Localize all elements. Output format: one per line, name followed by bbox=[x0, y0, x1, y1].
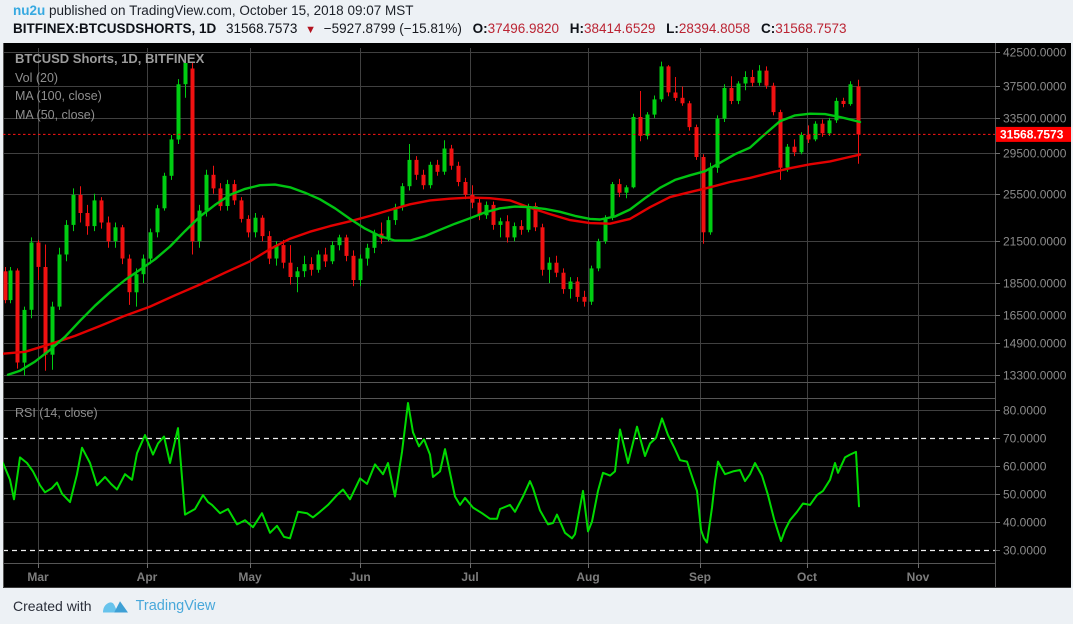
svg-text:80.0000: 80.0000 bbox=[1003, 404, 1047, 418]
high-value: 38414.6529 bbox=[584, 21, 656, 36]
symbol-title: BITFINEX:BTCUSDSHORTS, 1D bbox=[13, 21, 217, 36]
high-label: H: bbox=[569, 21, 585, 36]
published-line: nu2u published on TradingView.com, Octob… bbox=[13, 3, 413, 18]
chart-canvas[interactable]: 31568.7573 42500.0000 37500.0000 33500.0000… bbox=[3, 43, 1071, 588]
tradingview-logo-icon bbox=[102, 598, 129, 615]
svg-text:Jun: Jun bbox=[349, 570, 370, 584]
last-price-value: 31568.7573 bbox=[226, 21, 298, 36]
price-axis[interactable]: 42500.0000 37500.0000 33500.0000 29500.0000… bbox=[995, 46, 1067, 558]
low-label: L: bbox=[666, 21, 679, 36]
symbol-line: BITFINEX:BTCUSDSHORTS, 1D 31568.7573 ▼ −… bbox=[13, 21, 847, 36]
grid-lines bbox=[3, 48, 995, 563]
created-with-text: Created with bbox=[13, 598, 92, 614]
open-label: O: bbox=[472, 21, 488, 36]
svg-text:29500.0000: 29500.0000 bbox=[1003, 147, 1067, 161]
svg-text:Nov: Nov bbox=[907, 570, 930, 584]
chart-area[interactable]: 31568.7573 42500.0000 37500.0000 33500.0000… bbox=[3, 43, 1071, 588]
svg-text:16500.0000: 16500.0000 bbox=[1003, 309, 1067, 323]
author-link[interactable]: nu2u bbox=[13, 3, 46, 18]
close-value: 31568.7573 bbox=[775, 21, 847, 36]
svg-text:Jul: Jul bbox=[461, 570, 478, 584]
svg-text:18500.0000: 18500.0000 bbox=[1003, 277, 1067, 291]
svg-text:25500.0000: 25500.0000 bbox=[1003, 188, 1067, 202]
svg-text:60.0000: 60.0000 bbox=[1003, 460, 1047, 474]
ma-50-line bbox=[6, 112, 862, 376]
svg-text:30.0000: 30.0000 bbox=[1003, 544, 1047, 558]
svg-text:13300.0000: 13300.0000 bbox=[1003, 369, 1067, 383]
last-price-marker: 31568.7573 bbox=[3, 126, 1071, 142]
time-axis[interactable]: Mar Apr May Jun Jul Aug Sep Oct Nov bbox=[27, 563, 930, 584]
footer: Created with TradingView bbox=[0, 588, 1073, 624]
svg-text:14900.0000: 14900.0000 bbox=[1003, 337, 1067, 351]
tradingview-link[interactable]: TradingView bbox=[135, 598, 216, 614]
svg-text:Sep: Sep bbox=[689, 570, 711, 584]
svg-text:31568.7573: 31568.7573 bbox=[1000, 128, 1064, 142]
low-value: 28394.8058 bbox=[678, 21, 751, 36]
change-text: −5927.8799 (−15.81%) bbox=[323, 21, 462, 36]
svg-text:Mar: Mar bbox=[27, 570, 49, 584]
svg-text:70.0000: 70.0000 bbox=[1003, 432, 1047, 446]
svg-text:33500.0000: 33500.0000 bbox=[1003, 112, 1067, 126]
snapshot-header: nu2u published on TradingView.com, Octob… bbox=[0, 0, 1073, 43]
down-triangle-icon: ▼ bbox=[305, 24, 317, 36]
svg-text:40.0000: 40.0000 bbox=[1003, 516, 1047, 530]
svg-text:Oct: Oct bbox=[797, 570, 817, 584]
ma-100-line bbox=[3, 153, 862, 355]
svg-text:21500.0000: 21500.0000 bbox=[1003, 235, 1067, 249]
open-value: 37496.9820 bbox=[487, 21, 559, 36]
svg-text:May: May bbox=[238, 570, 262, 584]
close-label: C: bbox=[760, 21, 776, 36]
svg-text:37500.0000: 37500.0000 bbox=[1003, 80, 1067, 94]
rsi-line bbox=[3, 402, 860, 544]
svg-text:50.0000: 50.0000 bbox=[1003, 488, 1047, 502]
pane-borders bbox=[3, 43, 1071, 588]
svg-text:42500.0000: 42500.0000 bbox=[1003, 46, 1067, 60]
published-text: published on TradingView.com, October 15… bbox=[45, 3, 414, 18]
svg-text:Apr: Apr bbox=[137, 570, 158, 584]
svg-text:Aug: Aug bbox=[576, 570, 599, 584]
